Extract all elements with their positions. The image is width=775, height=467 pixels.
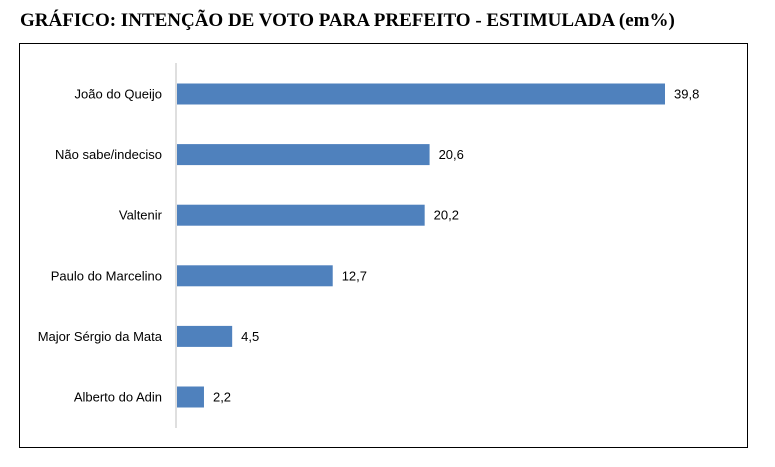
category-label: Valtenir (119, 208, 163, 223)
bar (177, 265, 333, 287)
chart-title: GRÁFICO: INTENÇÃO DE VOTO PARA PREFEITO … (20, 10, 675, 31)
category-label: Não sabe/indeciso (55, 147, 162, 162)
data-label: 12,7 (342, 268, 367, 283)
category-label: Paulo do Marcelino (51, 268, 162, 283)
category-label: Alberto do Adin (74, 390, 162, 405)
bar (177, 204, 425, 226)
category-label: João do Queijo (75, 87, 162, 102)
bar (177, 144, 430, 166)
data-label: 39,8 (674, 87, 699, 102)
data-label: 2,2 (213, 390, 231, 405)
bar (177, 386, 204, 408)
data-label: 20,2 (434, 208, 459, 223)
chart-frame (19, 43, 748, 448)
data-label: 20,6 (439, 147, 464, 162)
data-label: 4,5 (241, 329, 259, 344)
category-label: Major Sérgio da Mata (38, 329, 163, 344)
bar (177, 325, 233, 347)
bar (177, 83, 665, 105)
